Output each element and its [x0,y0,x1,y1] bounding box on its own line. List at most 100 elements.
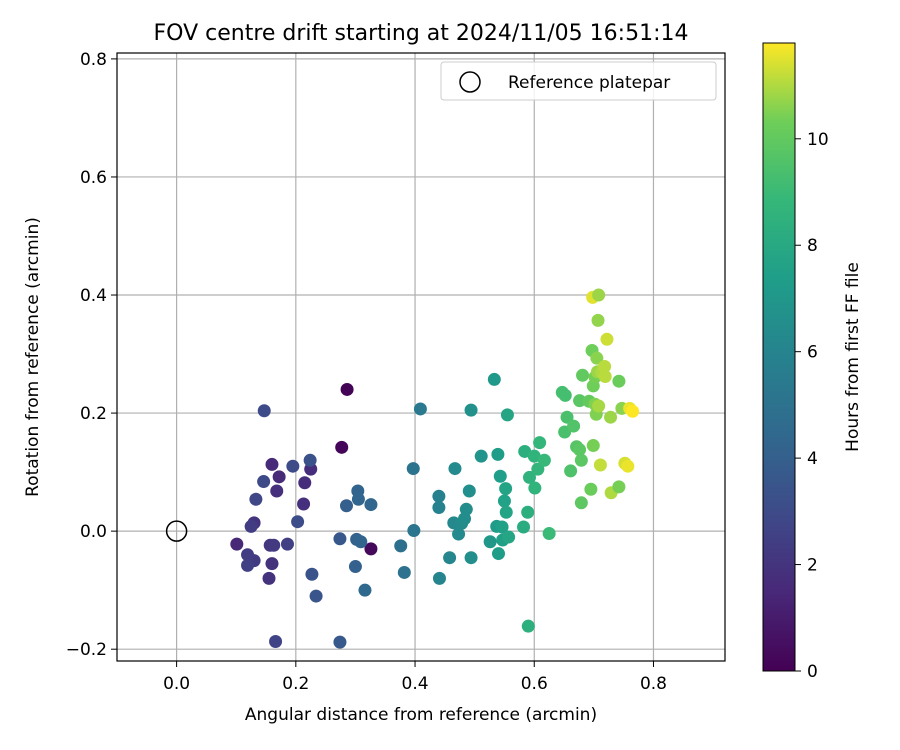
data-point [604,410,618,424]
data-point [265,457,279,471]
data-point [257,404,271,418]
x-tick-label: 0.4 [402,674,429,694]
data-point [497,494,511,508]
data-point [432,501,446,515]
data-point [286,459,300,473]
legend: Reference platepar [440,61,717,101]
data-point [567,419,581,433]
y-axis-ticks: −0.2 0.0 0.2 0.4 0.6 0.8 [66,50,117,660]
data-point [413,402,427,416]
y-tick-label: 0.2 [80,404,107,424]
data-point [335,440,349,454]
data-point [521,505,535,519]
data-point [522,470,536,484]
colorbar-ticks: 0 2 4 6 8 10 [795,130,829,682]
data-point [267,538,281,552]
data-point [339,499,353,513]
data-point [576,368,590,382]
data-points [230,288,640,649]
x-tick-label: 0.6 [521,674,548,694]
data-point [230,537,244,551]
x-tick-label: 0.8 [640,674,667,694]
data-point [407,524,421,538]
data-point [483,535,497,549]
data-point [348,560,362,574]
chart-title: FOV centre drift starting at 2024/11/05 … [154,21,689,46]
data-point [340,382,354,396]
data-point [364,542,378,556]
data-point [249,492,263,506]
data-point [560,410,574,424]
data-point [533,436,547,450]
data-point [521,619,535,633]
data-point [265,557,279,571]
y-tick-label: 0.8 [80,50,107,70]
data-point [358,583,372,597]
data-point [499,505,513,519]
colorbar: 0 2 4 6 8 10 Hours from first FF file [762,42,863,682]
data-point [626,404,640,418]
data-point [487,372,501,386]
data-point [269,635,283,649]
data-point [462,484,476,498]
data-point [527,449,541,463]
reference-point-marker [165,520,188,542]
data-point [528,481,542,495]
data-point [499,482,513,496]
data-point [459,502,473,516]
data-point [432,571,446,585]
data-point [406,462,420,476]
data-point [612,374,626,388]
y-tick-label: 0.0 [80,522,107,542]
data-point [612,480,626,494]
colorbar-gradient [763,43,795,671]
data-point [574,496,588,510]
x-tick-label: 0.2 [282,674,309,694]
data-point [531,462,545,476]
data-point [244,519,258,533]
data-point [590,351,604,365]
y-tick-label: 0.6 [80,168,107,188]
data-point [598,359,612,373]
data-point [600,332,614,346]
x-tick-label: 0.0 [163,674,190,694]
colorbar-tick-label: 2 [807,556,818,576]
data-point [500,408,514,422]
colorbar-tick-label: 0 [807,662,818,682]
data-point [542,526,556,540]
legend-reference-label: Reference platepar [508,73,670,93]
x-axis-label: Angular distance from reference (arcmin) [245,705,597,725]
data-point [351,492,365,506]
data-point [573,443,587,457]
data-point [354,535,368,549]
data-point [305,567,319,581]
y-tick-label: 0.4 [80,286,107,306]
data-point [493,469,507,483]
data-point [298,476,312,490]
data-point [517,520,531,534]
data-point [452,527,466,541]
colorbar-tick-label: 6 [807,343,818,363]
data-point [491,447,505,461]
data-point [241,558,255,572]
data-point [333,532,347,546]
data-point [491,547,505,561]
data-point [262,571,276,585]
data-point [537,453,551,467]
data-point [584,482,598,496]
data-point [257,475,271,489]
x-axis-ticks: 0.0 0.2 0.4 0.6 0.8 [163,661,667,694]
colorbar-frame [762,42,796,672]
colorbar-tick-label: 8 [807,236,818,256]
data-point [591,313,605,327]
data-point [297,497,311,511]
data-point [598,369,612,383]
data-point [291,515,305,529]
colorbar-tick-label: 10 [807,130,829,150]
data-point [364,498,378,512]
data-point [474,449,488,463]
colorbar-tick-label: 4 [807,449,818,469]
data-point [333,635,347,649]
data-point [502,530,516,544]
data-point [593,458,607,472]
